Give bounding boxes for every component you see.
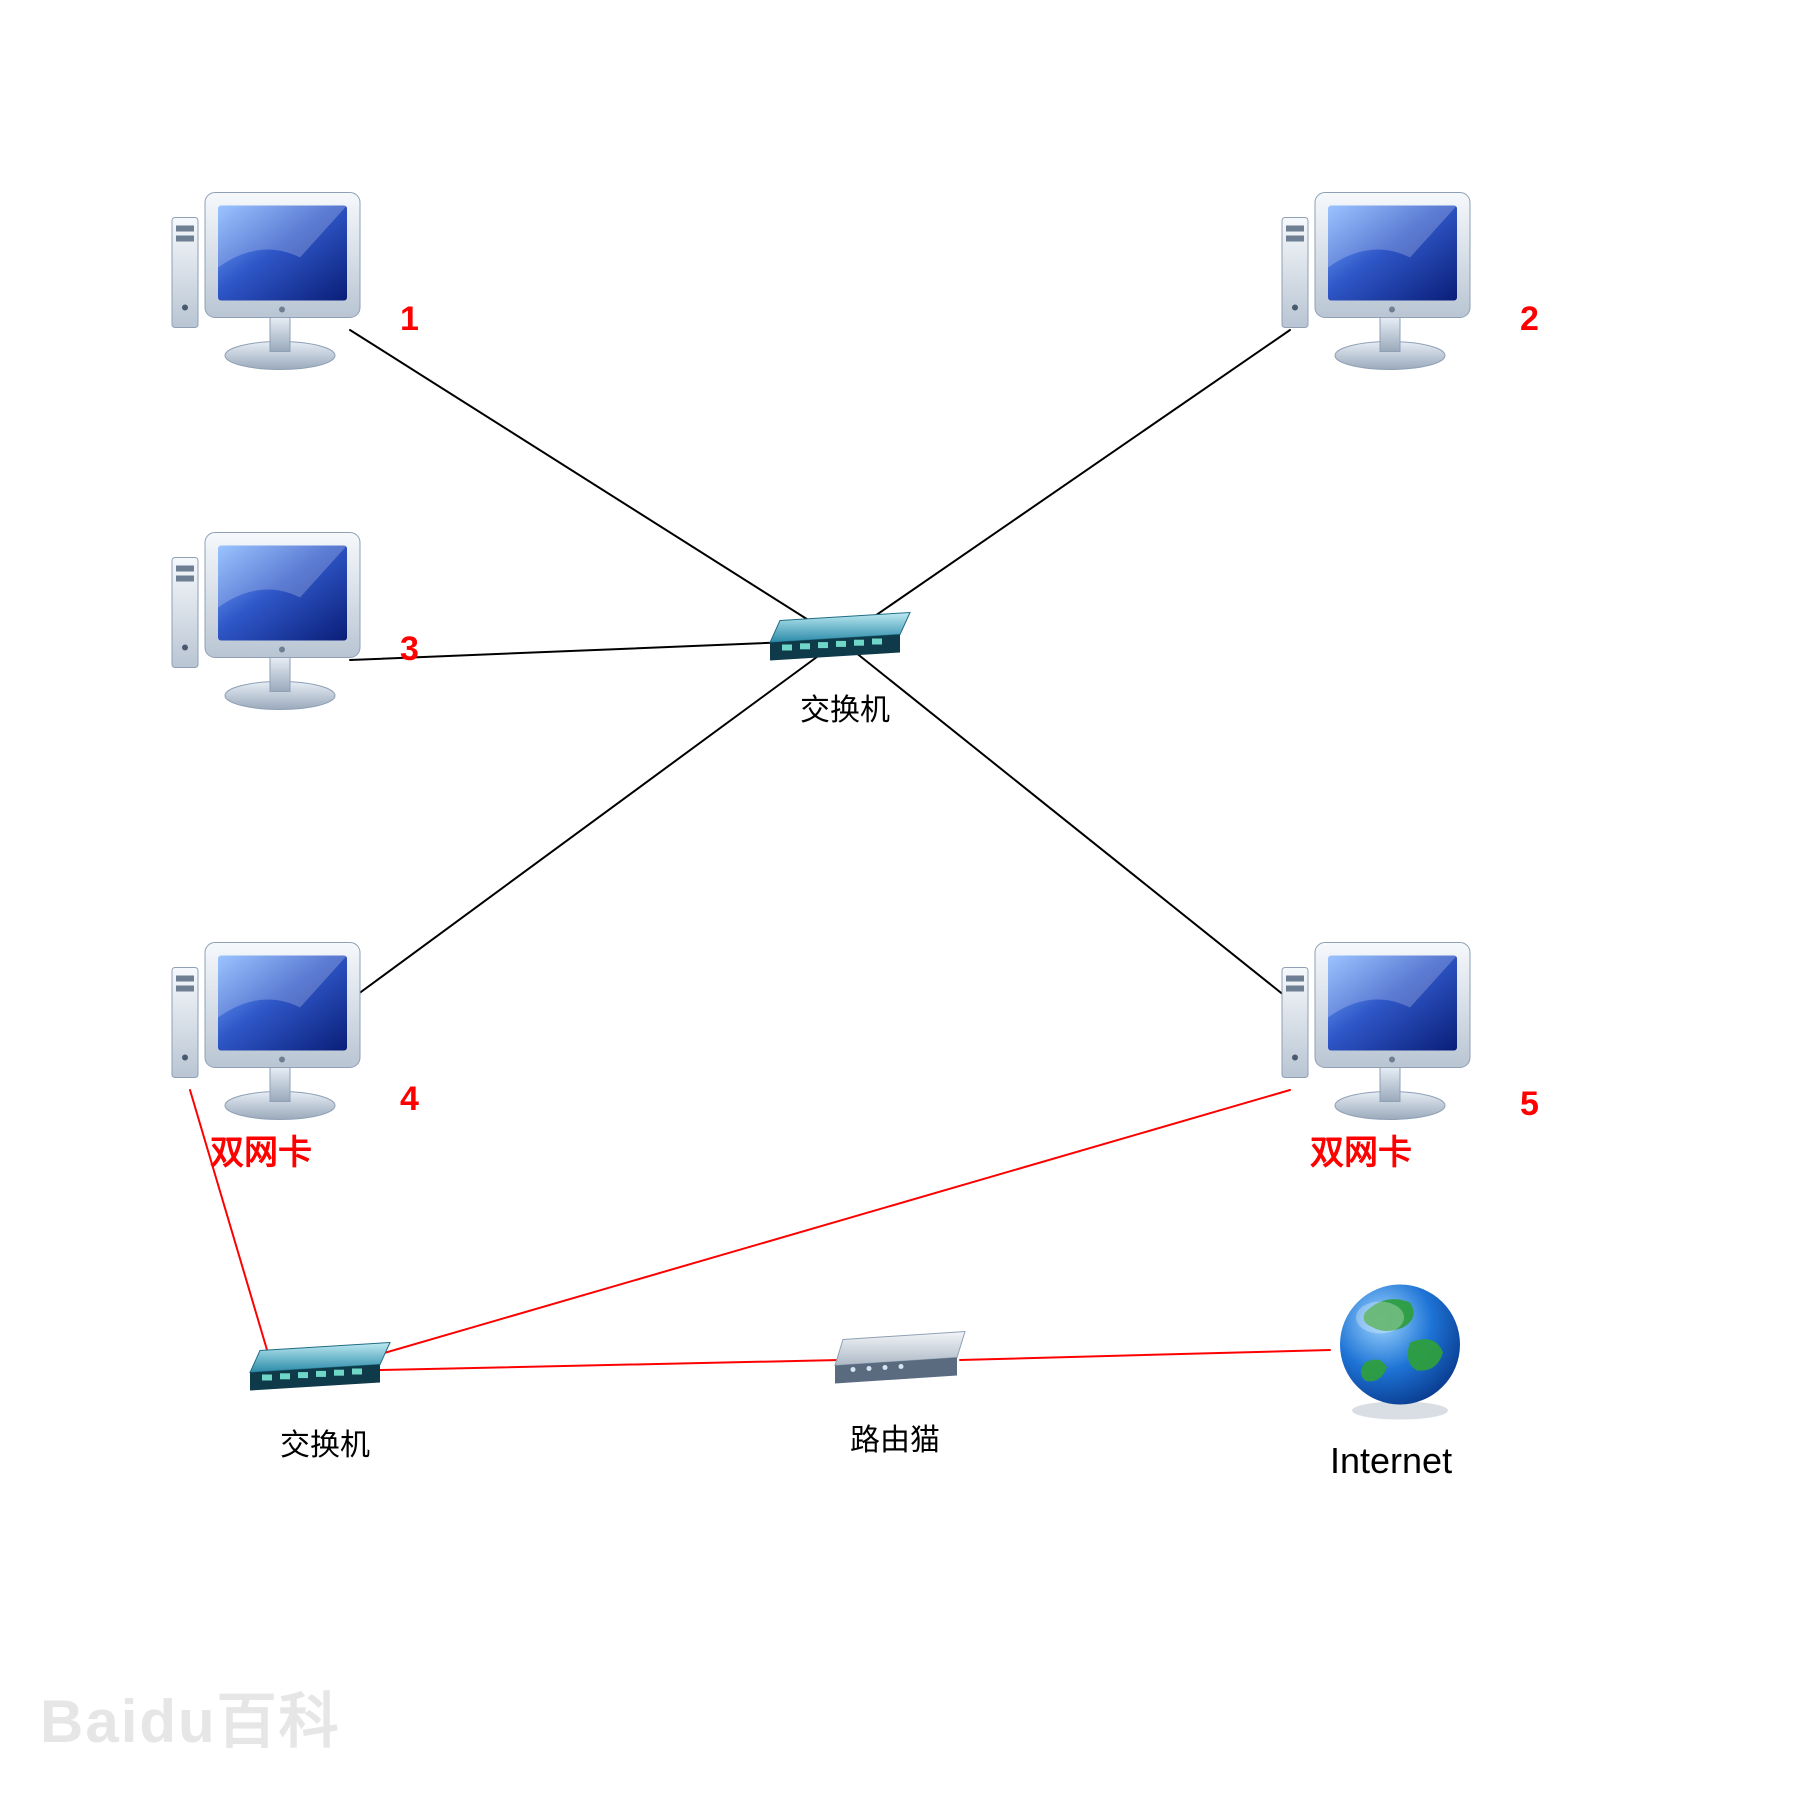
- computer-icon: [160, 178, 380, 378]
- edge-pc2-switch1: [840, 330, 1290, 640]
- modem-node: [825, 1318, 975, 1403]
- pc2-node: [1270, 178, 1490, 383]
- pc1-node: [160, 178, 380, 383]
- globe-label: Internet: [1330, 1440, 1452, 1482]
- switch-icon: [760, 603, 920, 673]
- switch1-node: [760, 603, 920, 678]
- pc5-node: [1270, 928, 1490, 1133]
- modem-icon: [825, 1318, 975, 1398]
- edge-pc5-switch1: [840, 640, 1290, 1000]
- watermark: Baidu百科: [40, 1673, 341, 1760]
- switch-icon: [240, 1333, 400, 1403]
- pc5-number-label: 5: [1520, 1085, 1539, 1124]
- switch2-label: 交换机: [280, 1420, 370, 1464]
- pc2-number-label: 2: [1520, 300, 1539, 339]
- computer-icon: [1270, 178, 1490, 378]
- pc4-node: [160, 928, 380, 1133]
- pc4-number-label: 4: [400, 1080, 419, 1119]
- modem-label: 路由猫: [850, 1415, 940, 1459]
- edge-switch2-modem: [380, 1360, 840, 1370]
- switch1-label: 交换机: [800, 685, 890, 729]
- edge-pc1-switch1: [350, 330, 840, 640]
- diagram-stage: 1234双网卡5双网卡交换机交换机路由猫Internet Baidu百科: [0, 0, 1800, 1800]
- edge-pc4-switch1: [350, 640, 840, 1000]
- computer-icon: [160, 928, 380, 1128]
- pc3-number-label: 3: [400, 630, 419, 669]
- switch2-node: [240, 1333, 400, 1408]
- computer-icon: [160, 518, 380, 718]
- pc1-number-label: 1: [400, 300, 419, 339]
- globe-icon: [1325, 1273, 1475, 1423]
- pc3-node: [160, 518, 380, 723]
- computer-icon: [1270, 928, 1490, 1128]
- edge-modem-globe: [960, 1350, 1330, 1360]
- pc4-sublabel: 双网卡: [210, 1125, 312, 1174]
- globe-node: [1325, 1273, 1475, 1428]
- pc5-sublabel: 双网卡: [1310, 1125, 1412, 1174]
